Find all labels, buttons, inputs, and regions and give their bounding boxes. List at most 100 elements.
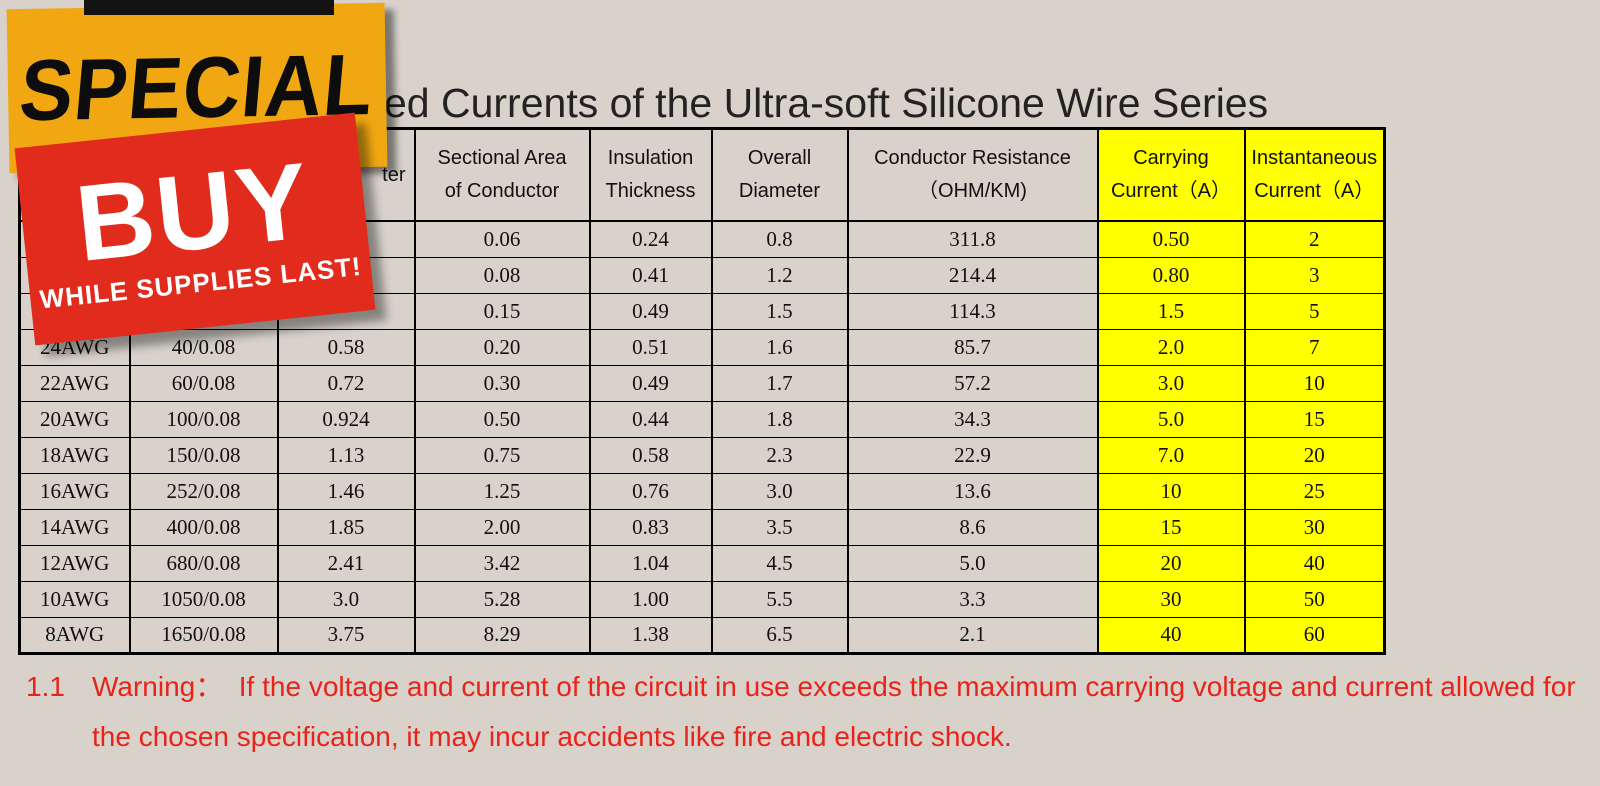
table-cell: 0.24 [588, 220, 713, 258]
table-cell: 60 [1243, 616, 1386, 654]
table-cell: 3.5 [710, 508, 849, 546]
table-cell: 0.49 [588, 292, 713, 330]
table-row: 12AWG 680/0.08 2.41 3.42 1.04 4.5 5.0 20 40 [18, 544, 1386, 582]
table-cell: 5.0 [846, 544, 1099, 582]
warning-text: 1.1 Warning： If the voltage and current … [26, 662, 1586, 762]
table-cell: 3 [1243, 256, 1386, 294]
table-cell: 8.29 [413, 616, 591, 654]
table-cell: 1050/0.08 [128, 580, 279, 618]
table-cell: 1.46 [276, 472, 416, 510]
table-cell: 0.44 [588, 400, 713, 438]
table-cell: 5.0 [1096, 400, 1246, 438]
table-cell: 5 [1243, 292, 1386, 330]
table-cell: 1.8 [710, 400, 849, 438]
table-row: 24AWG 40/0.08 0.58 0.20 0.51 1.6 85.7 2.0 7 [18, 328, 1386, 366]
table-cell: 60/0.08 [128, 364, 279, 402]
table-cell: 1.13 [276, 436, 416, 474]
table-cell: 3.75 [276, 616, 416, 654]
buy-badge: BUY WHILE SUPPLIES LAST! [14, 112, 376, 346]
table-cell: 150/0.08 [128, 436, 279, 474]
table-cell: 0.15 [413, 292, 591, 330]
table-cell: 8.6 [846, 508, 1099, 546]
table-cell: 100/0.08 [128, 400, 279, 438]
table-cell: 30 [1096, 580, 1246, 618]
table-cell: 40 [1096, 616, 1246, 654]
table-cell: 3.0 [276, 580, 416, 618]
buy-badge-label: BUY [70, 138, 316, 284]
table-cell: 12AWG [18, 544, 131, 582]
table-cell: 0.51 [588, 328, 713, 366]
table-cell: 5.28 [413, 580, 591, 618]
table-cell: 0.49 [588, 364, 713, 402]
table-cell: 4.5 [710, 544, 849, 582]
table-cell: 311.8 [846, 220, 1099, 258]
table-cell: 252/0.08 [128, 472, 279, 510]
table-cell: 30 [1243, 508, 1386, 546]
table-cell: 40 [1243, 544, 1386, 582]
table-cell: 2 [1243, 220, 1386, 258]
table-row: 16AWG 252/0.08 1.46 1.25 0.76 3.0 13.6 10 25 [18, 472, 1386, 510]
table-cell: 0.76 [588, 472, 713, 510]
table-cell: 13.6 [846, 472, 1099, 510]
warning-body: Warning： If the voltage and current of t… [92, 671, 1584, 752]
table-cell: 20 [1096, 544, 1246, 582]
table-cell: 214.4 [846, 256, 1099, 294]
table-cell: 85.7 [846, 328, 1099, 366]
table-cell: 2.1 [846, 616, 1099, 654]
table-cell: 15 [1096, 508, 1246, 546]
column-header: Insulation Thickness [588, 128, 713, 222]
table-cell: 1.00 [588, 580, 713, 618]
table-cell: 1650/0.08 [128, 616, 279, 654]
table-cell: 0.80 [1096, 256, 1246, 294]
table-cell: 1.5 [710, 292, 849, 330]
table-cell: 0.83 [588, 508, 713, 546]
table-cell: 680/0.08 [128, 544, 279, 582]
table-cell: 50 [1243, 580, 1386, 618]
table-cell: 0.58 [588, 436, 713, 474]
table-cell: 2.3 [710, 436, 849, 474]
table-row: 18AWG 150/0.08 1.13 0.75 0.58 2.3 22.9 7.0 20 [18, 436, 1386, 474]
table-row: 10AWG 1050/0.08 3.0 5.28 1.00 5.5 3.3 30 50 [18, 580, 1386, 618]
table-cell: 0.75 [413, 436, 591, 474]
warning-number: 1.1 [26, 671, 65, 702]
table-cell: 400/0.08 [128, 508, 279, 546]
table-cell: 2.41 [276, 544, 416, 582]
table-cell: 2.00 [413, 508, 591, 546]
column-header: Sectional Area of Conductor [413, 128, 591, 222]
table-row: 22AWG 60/0.08 0.72 0.30 0.49 1.7 57.2 3.0 10 [18, 364, 1386, 402]
table-cell: 1.04 [588, 544, 713, 582]
table-cell: 1.6 [710, 328, 849, 366]
column-header: Conductor Resistance （OHM/KM) [846, 128, 1099, 222]
table-cell: 22AWG [18, 364, 131, 402]
table-cell: 1.2 [710, 256, 849, 294]
table-cell: 0.41 [588, 256, 713, 294]
table-cell: 3.42 [413, 544, 591, 582]
column-header: Carrying Current（A） [1096, 128, 1246, 222]
table-cell: 7.0 [1096, 436, 1246, 474]
table-cell: 3.3 [846, 580, 1099, 618]
table-cell: 3.0 [710, 472, 849, 510]
table-cell: 20 [1243, 436, 1386, 474]
table-cell: 0.924 [276, 400, 416, 438]
table-cell: 0.20 [413, 328, 591, 366]
table-cell: 14AWG [18, 508, 131, 546]
table-cell: 1.25 [413, 472, 591, 510]
table-cell: 0.50 [413, 400, 591, 438]
table-cell: 2.0 [1096, 328, 1246, 366]
table-cell: 3.0 [1096, 364, 1246, 402]
photo-edge-bar [84, 0, 334, 15]
table-cell: 22.9 [846, 436, 1099, 474]
table-cell: 0.72 [276, 364, 416, 402]
table-row: 14AWG 400/0.08 1.85 2.00 0.83 3.5 8.6 15 30 [18, 508, 1386, 546]
table-cell: 0.8 [710, 220, 849, 258]
table-cell: 10AWG [18, 580, 131, 618]
table-cell: 0.08 [413, 256, 591, 294]
table-cell: 0.50 [1096, 220, 1246, 258]
table-cell: 1.5 [1096, 292, 1246, 330]
table-cell: 20AWG [18, 400, 131, 438]
table-cell: 0.58 [276, 328, 416, 366]
table-cell: 16AWG [18, 472, 131, 510]
table-cell: 18AWG [18, 436, 131, 474]
table-cell: 7 [1243, 328, 1386, 366]
